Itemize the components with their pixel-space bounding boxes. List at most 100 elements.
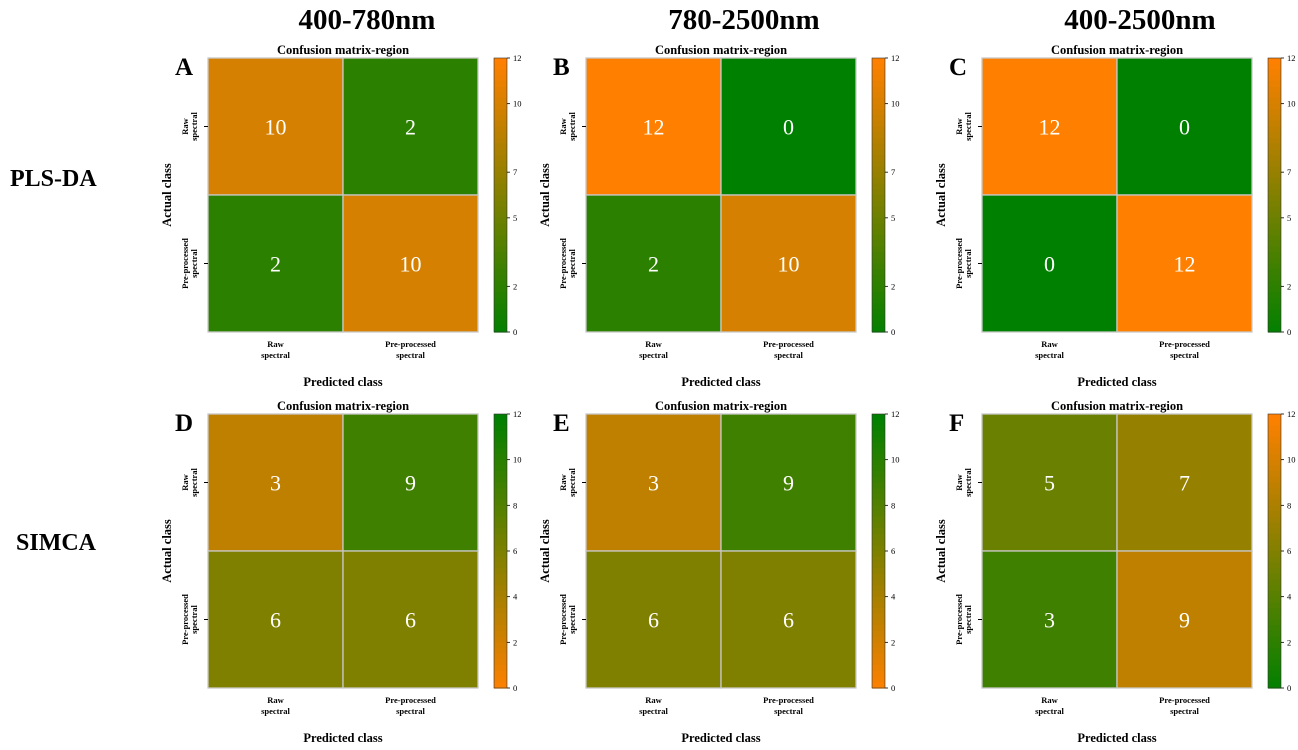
colorbar-segment bbox=[1268, 533, 1281, 541]
colorbar-segment bbox=[494, 442, 507, 449]
colorbar-segment bbox=[494, 476, 507, 484]
colorbar-segment bbox=[494, 206, 507, 213]
colorbar-segment bbox=[1268, 189, 1281, 196]
colorbar-segment bbox=[872, 453, 885, 461]
panel-letter: F bbox=[949, 410, 964, 437]
colorbar-segment bbox=[872, 505, 885, 512]
colorbar-segment bbox=[872, 115, 885, 122]
colorbar-segment bbox=[494, 431, 507, 438]
colorbar-segment bbox=[1268, 453, 1281, 461]
cell-value-label: 2 bbox=[270, 252, 281, 277]
colorbar-tick-label: 2 bbox=[513, 637, 517, 647]
colorbar-segment bbox=[494, 309, 507, 316]
colorbar-tick-label: 0 bbox=[1287, 683, 1291, 693]
heatmap-cell bbox=[720, 550, 857, 689]
colorbar-segment bbox=[1268, 80, 1281, 88]
cell-value-label: 12 bbox=[643, 115, 665, 140]
colorbar-tick-label: 7 bbox=[513, 167, 517, 177]
colorbar-segment bbox=[494, 630, 507, 638]
colorbar-segment bbox=[494, 579, 507, 586]
colorbar-segment bbox=[1268, 126, 1281, 133]
colorbar-segment bbox=[872, 103, 885, 110]
x-axis-title: Predicted class bbox=[303, 731, 382, 745]
colorbar-segment bbox=[1268, 630, 1281, 638]
cell-value-label: 0 bbox=[783, 115, 794, 140]
x-category-label: Raw bbox=[645, 339, 662, 349]
cell-value-label: 9 bbox=[405, 471, 416, 496]
colorbar-segment bbox=[494, 676, 507, 683]
colorbar-segment bbox=[494, 505, 507, 512]
colorbar-segment bbox=[494, 246, 507, 253]
colorbar-segment bbox=[872, 516, 885, 524]
colorbar-segment bbox=[494, 286, 507, 293]
colorbar-segment bbox=[872, 86, 885, 93]
colorbar-segment bbox=[1268, 280, 1281, 287]
colorbar-segment bbox=[872, 431, 885, 438]
colorbar-segment bbox=[1268, 476, 1281, 484]
colorbar-segment bbox=[1268, 246, 1281, 253]
colorbar-segment bbox=[1268, 516, 1281, 524]
colorbar-segment bbox=[1268, 274, 1281, 282]
colorbar-segment bbox=[494, 269, 507, 276]
colorbar-segment bbox=[1268, 551, 1281, 558]
colorbar-segment bbox=[494, 97, 507, 105]
colorbar-segment bbox=[1268, 115, 1281, 122]
y-category-label: Rawspectral bbox=[954, 111, 973, 140]
colorbar-segment bbox=[494, 471, 507, 478]
colorbar-segment bbox=[1268, 309, 1281, 316]
colorbar-segment bbox=[494, 459, 507, 466]
cell-value-label: 10 bbox=[400, 252, 422, 277]
colorbar-segment bbox=[872, 545, 885, 552]
colorbar-segment bbox=[494, 516, 507, 524]
colorbar-segment bbox=[872, 414, 885, 421]
colorbar-tick-label: 12 bbox=[1287, 409, 1296, 419]
cell-value-label: 6 bbox=[270, 608, 281, 633]
colorbar-segment bbox=[872, 556, 885, 564]
colorbar-segment bbox=[1268, 573, 1281, 581]
colorbar-segment bbox=[1268, 257, 1281, 265]
colorbar-tick-label: 10 bbox=[1287, 455, 1296, 465]
colorbar-segment bbox=[1268, 608, 1281, 615]
colorbar-segment bbox=[1268, 493, 1281, 501]
x-category-label: Raw bbox=[1041, 695, 1058, 705]
colorbar-segment bbox=[872, 585, 885, 592]
cell-value-label: 6 bbox=[405, 608, 416, 633]
x-category-label: Pre-processed bbox=[763, 339, 814, 349]
colorbar-tick-label: 2 bbox=[513, 281, 517, 291]
colorbar-segment bbox=[1268, 263, 1281, 270]
x-category-label: Pre-processed bbox=[385, 695, 436, 705]
colorbar-tick-label: 8 bbox=[891, 500, 895, 510]
colorbar-segment bbox=[1268, 206, 1281, 213]
heatmap-cell bbox=[207, 550, 344, 689]
x-category-label: Pre-processed bbox=[1159, 695, 1210, 705]
colorbar-segment bbox=[872, 659, 885, 666]
colorbar-segment bbox=[494, 453, 507, 461]
colorbar-segment bbox=[1268, 471, 1281, 478]
colorbar-segment bbox=[1268, 234, 1281, 242]
column-title-1: 400-780nm bbox=[298, 4, 436, 36]
colorbar-segment bbox=[872, 297, 885, 305]
colorbar-segment bbox=[494, 488, 507, 495]
colorbar-segment bbox=[494, 234, 507, 242]
colorbar-segment bbox=[494, 263, 507, 270]
x-category-label: Raw bbox=[1041, 339, 1058, 349]
colorbar-segment bbox=[1268, 659, 1281, 666]
x-category-label: spectral bbox=[1035, 350, 1064, 360]
column-title-3: 400-2500nm bbox=[1064, 4, 1216, 36]
colorbar-segment bbox=[872, 642, 885, 649]
cell-value-label: 9 bbox=[1179, 608, 1190, 633]
colorbar-segment bbox=[872, 206, 885, 213]
colorbar-segment bbox=[872, 476, 885, 484]
colorbar-segment bbox=[1268, 75, 1281, 82]
colorbar-segment bbox=[1268, 545, 1281, 552]
colorbar-segment bbox=[1268, 636, 1281, 643]
cell-value-label: 10 bbox=[778, 252, 800, 277]
colorbar-segment bbox=[1268, 419, 1281, 427]
colorbar-tick-label: 2 bbox=[891, 637, 895, 647]
x-axis-title: Predicted class bbox=[1077, 731, 1156, 745]
y-axis-title: Actual class bbox=[538, 163, 552, 227]
column-title-2: 780-2500nm bbox=[668, 4, 820, 36]
